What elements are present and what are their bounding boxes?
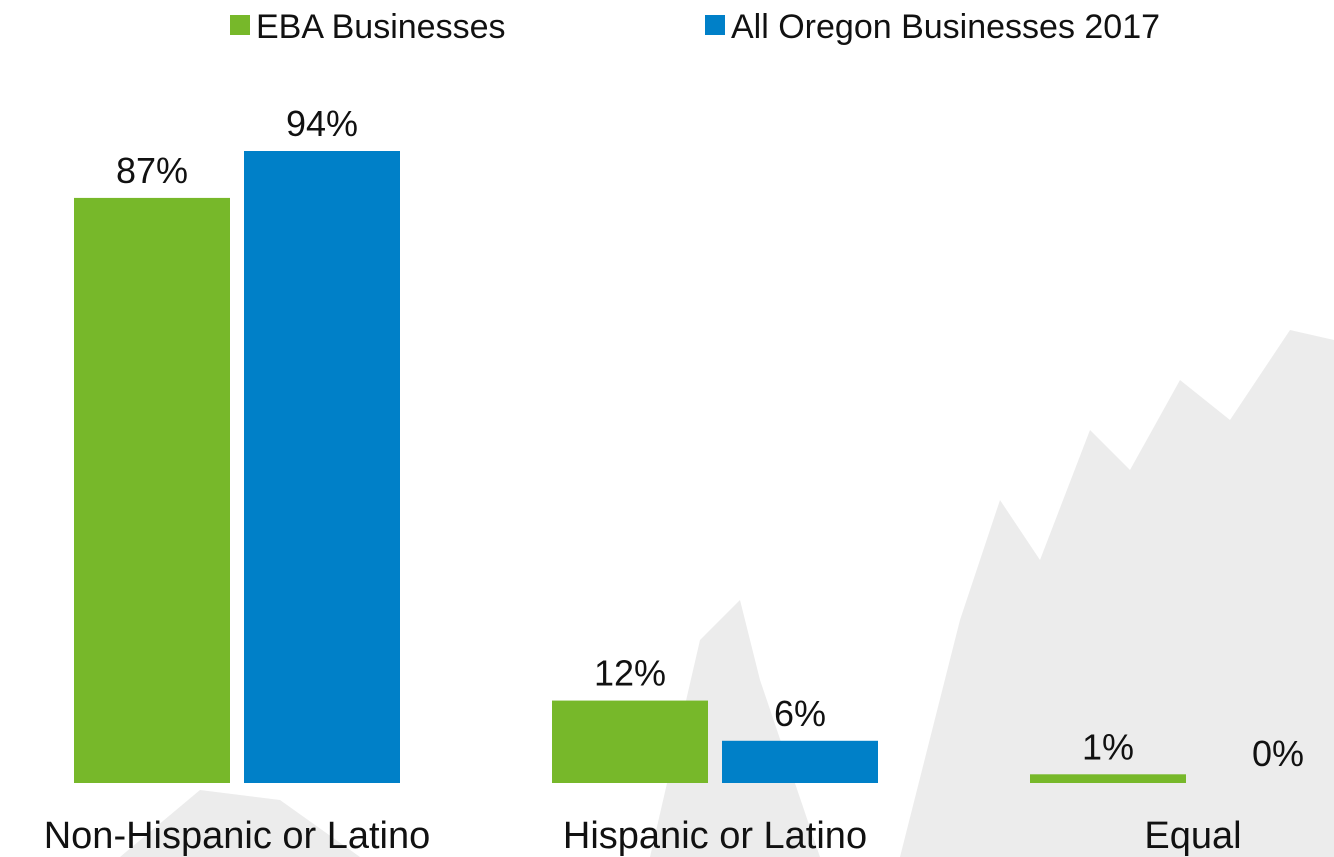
value-label: 1% [1082,726,1134,767]
bar [722,740,878,783]
category-label: Non-Hispanic or Latino [44,815,431,857]
category-label: Hispanic or Latino [563,815,867,857]
background-trees [120,330,1334,857]
value-label: 6% [774,693,826,734]
category-label: Equal [1144,815,1241,857]
bar [1030,774,1186,783]
value-label: 87% [116,150,188,191]
bar [244,151,400,783]
legend-label: All Oregon Businesses 2017 [731,8,1160,46]
value-label: 12% [594,653,666,694]
value-label: 94% [286,103,358,144]
bar [552,700,708,783]
legend-swatch [705,15,725,35]
legend-label: EBA Businesses [256,8,505,46]
legend-swatch [230,15,250,35]
bar [74,197,230,783]
value-label: 0% [1252,733,1304,774]
